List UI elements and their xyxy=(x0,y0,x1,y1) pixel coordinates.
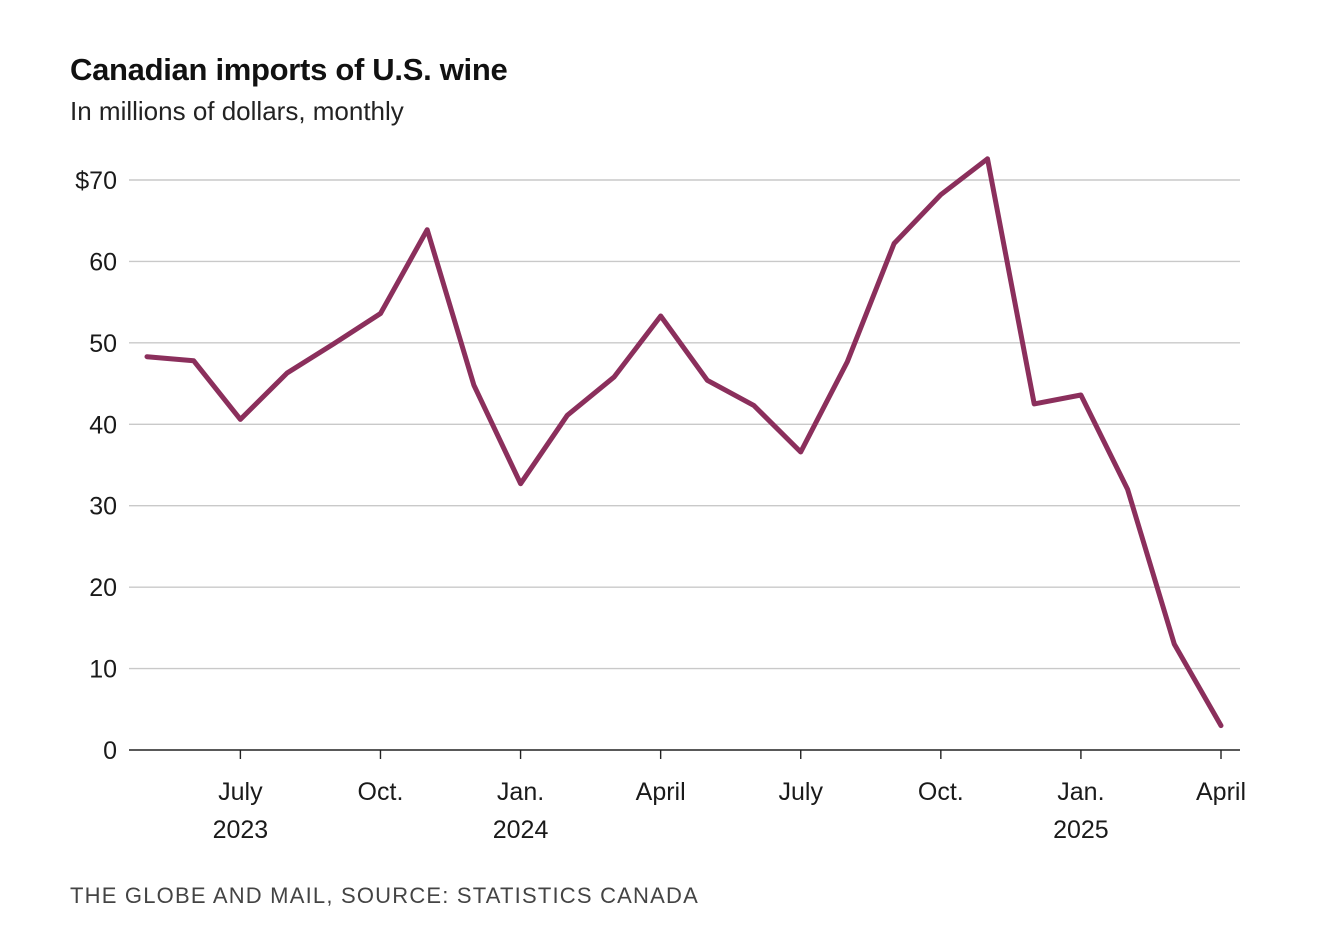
x-tick-label: Jan. xyxy=(1057,778,1104,806)
chart-subtitle: In millions of dollars, monthly xyxy=(70,96,404,126)
x-tick-label: April xyxy=(1196,778,1246,806)
x-tick-label: Oct. xyxy=(918,778,964,806)
series-layer xyxy=(144,156,1224,729)
x-tick-label: Oct. xyxy=(358,778,404,806)
x-tick-label: Jan. xyxy=(497,778,544,806)
y-axis-tick-labels: $70 60 50 40 30 20 10 0 xyxy=(75,167,117,765)
y-tick-label: 50 xyxy=(89,330,117,358)
x-tick-year-label: 2024 xyxy=(493,816,549,844)
source-credit: THE GLOBE AND MAIL, SOURCE: STATISTICS C… xyxy=(70,883,699,908)
chart-title: Canadian imports of U.S. wine xyxy=(70,52,508,87)
line-chart: $70 60 50 40 30 20 10 0 July 2023 Oct. Jan. 2024 Apr… xyxy=(75,156,1246,844)
x-tick-label: April xyxy=(636,778,686,806)
x-tick-label: July xyxy=(218,778,263,806)
y-tick-label: 40 xyxy=(89,411,117,439)
x-axis-tick-labels: July 2023 Oct. Jan. 2024 April July Oct. Jan. 202… xyxy=(213,778,1246,844)
y-tick-label: 60 xyxy=(89,248,117,276)
y-tick-label: 30 xyxy=(89,493,117,521)
x-tick-year-label: 2023 xyxy=(213,816,269,844)
series-line xyxy=(144,156,1224,729)
gridlines xyxy=(129,179,1240,670)
y-tick-label: $70 xyxy=(75,167,117,195)
y-tick-label: 20 xyxy=(89,574,117,602)
y-tick-label: 10 xyxy=(89,656,117,684)
x-axis xyxy=(129,749,1240,759)
x-tick-year-label: 2025 xyxy=(1053,816,1109,844)
y-tick-label: 0 xyxy=(103,737,117,765)
x-tick-label: July xyxy=(779,778,824,806)
